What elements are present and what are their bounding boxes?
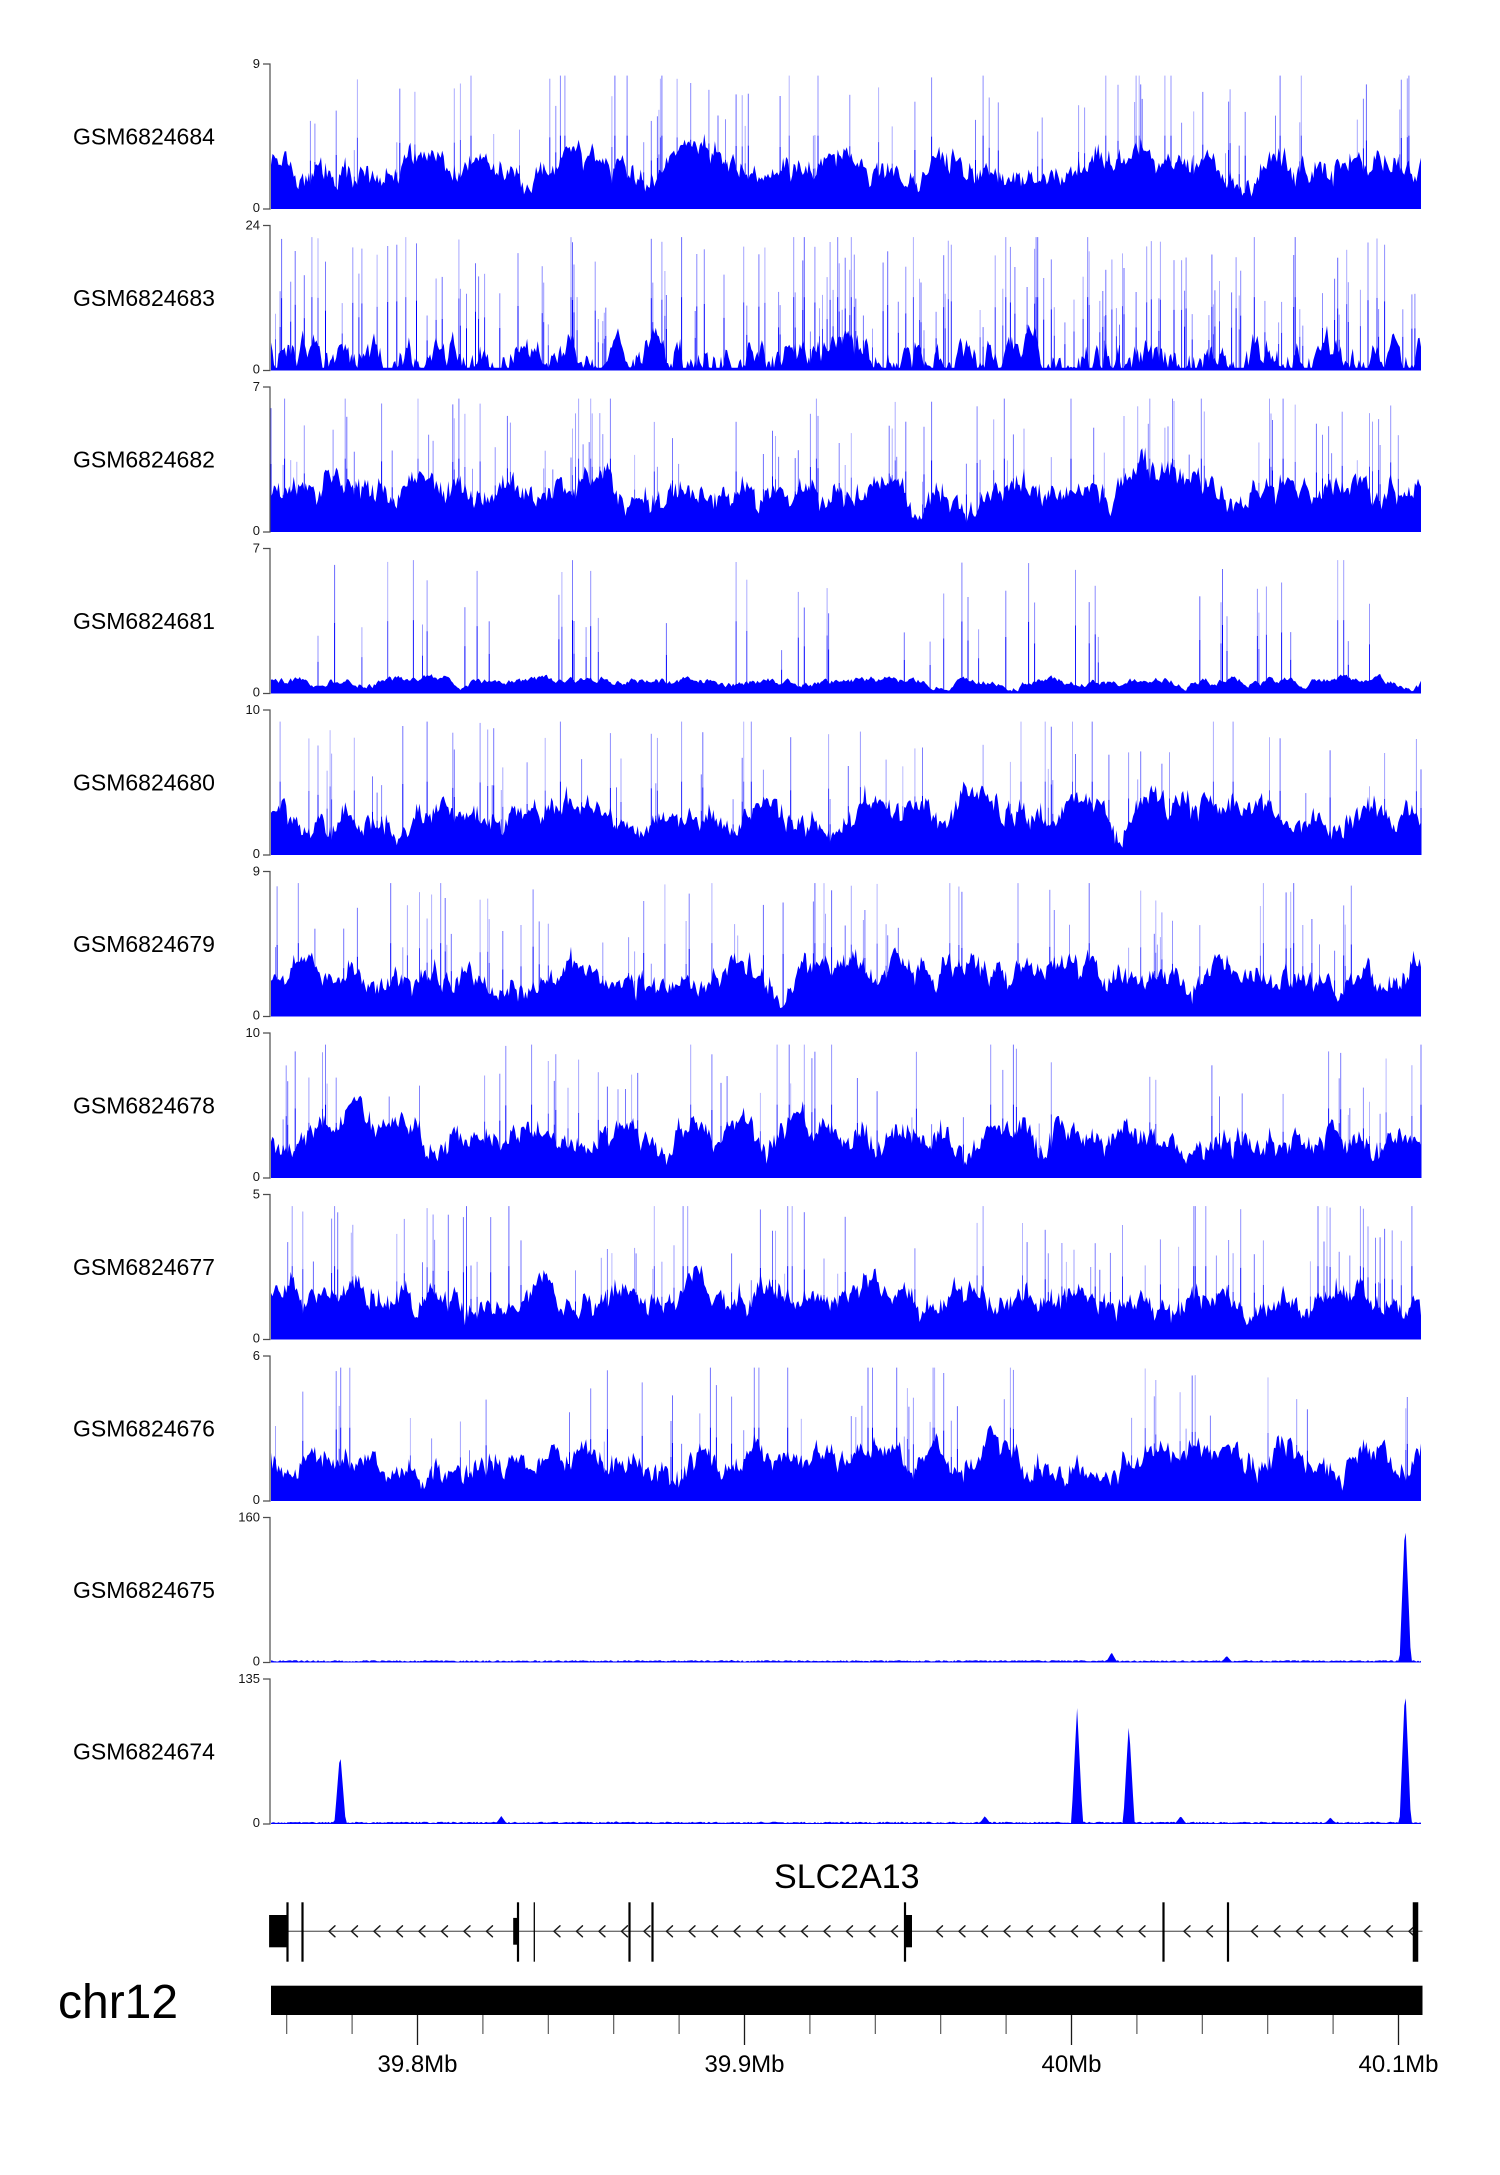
svg-text:0: 0 [253,1492,260,1507]
svg-text:0: 0 [253,1654,260,1669]
svg-text:GSM6824678: GSM6824678 [73,1093,215,1119]
svg-text:0: 0 [253,1169,260,1184]
svg-text:GSM6824677: GSM6824677 [73,1254,215,1280]
svg-text:0: 0 [253,362,260,377]
svg-text:160: 160 [238,1510,260,1525]
svg-text:SLC2A13: SLC2A13 [774,1858,920,1896]
svg-text:10: 10 [246,1025,260,1040]
svg-text:39.8Mb: 39.8Mb [377,2051,457,2078]
svg-text:0: 0 [253,200,260,215]
svg-text:6: 6 [253,1348,260,1363]
svg-text:0: 0 [253,1008,260,1023]
svg-text:5: 5 [253,1187,260,1202]
svg-text:39.9Mb: 39.9Mb [704,2051,784,2078]
svg-text:40.1Mb: 40.1Mb [1358,2051,1438,2078]
svg-text:0: 0 [253,523,260,538]
svg-text:7: 7 [253,541,260,556]
svg-text:9: 9 [253,864,260,879]
svg-text:GSM6824682: GSM6824682 [73,447,215,473]
svg-text:0: 0 [253,846,260,861]
svg-text:GSM6824681: GSM6824681 [73,608,215,634]
svg-text:7: 7 [253,379,260,394]
svg-text:GSM6824674: GSM6824674 [73,1739,215,1765]
svg-text:24: 24 [246,218,260,233]
svg-text:40Mb: 40Mb [1041,2051,1101,2078]
svg-text:0: 0 [253,1815,260,1830]
svg-text:chr12: chr12 [58,1976,178,2029]
svg-text:GSM6824675: GSM6824675 [73,1577,215,1603]
svg-text:0: 0 [253,1331,260,1346]
svg-text:GSM6824684: GSM6824684 [73,124,215,150]
svg-text:10: 10 [246,702,260,717]
svg-text:9: 9 [253,56,260,71]
svg-text:GSM6824680: GSM6824680 [73,770,215,796]
svg-text:GSM6824683: GSM6824683 [73,285,215,311]
svg-text:135: 135 [238,1671,260,1686]
svg-text:0: 0 [253,685,260,700]
svg-text:GSM6824676: GSM6824676 [73,1416,215,1442]
svg-text:GSM6824679: GSM6824679 [73,931,215,957]
